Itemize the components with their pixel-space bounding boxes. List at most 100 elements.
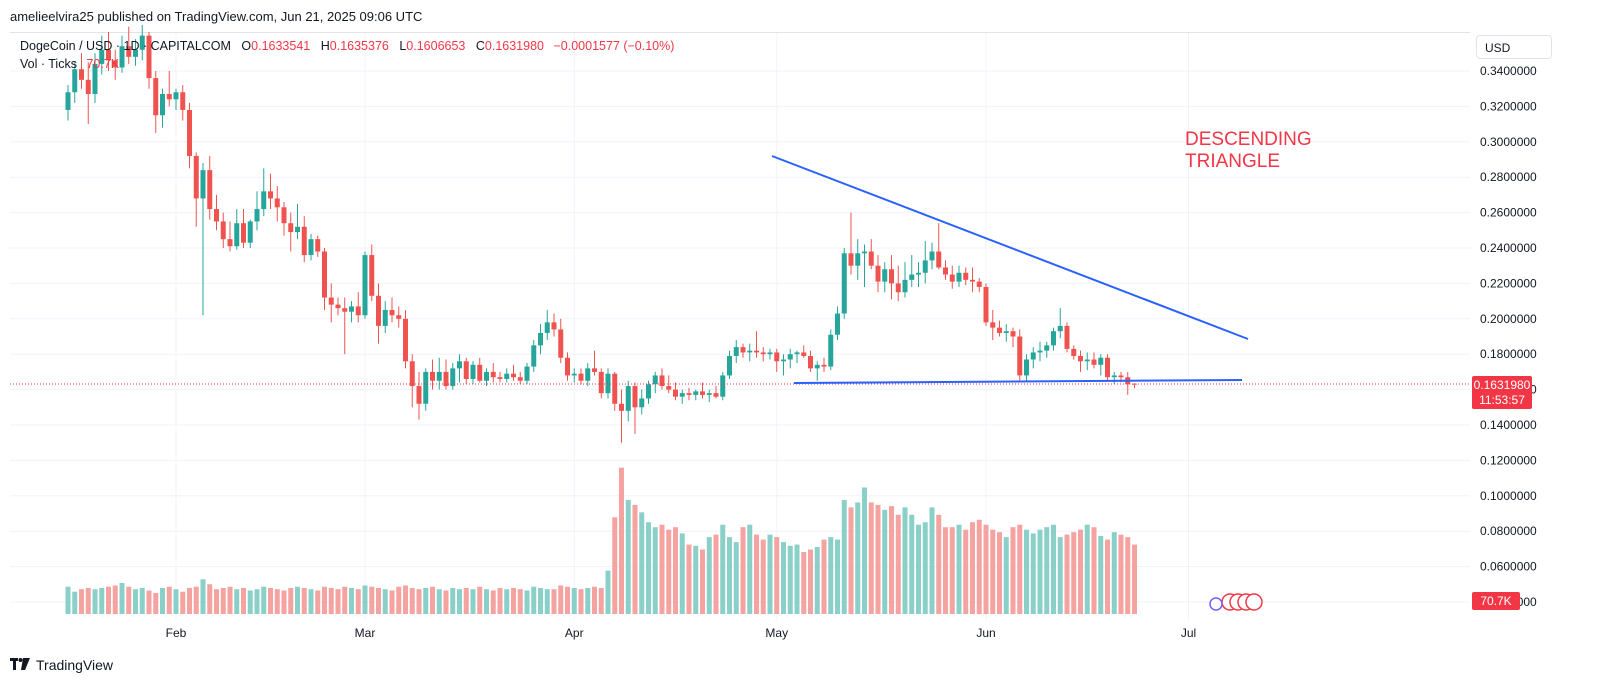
volume-bar — [983, 524, 989, 614]
volume-bar — [727, 537, 732, 614]
candle — [153, 71, 159, 133]
candle — [65, 85, 71, 121]
volume-bar — [180, 591, 186, 614]
candle — [652, 371, 658, 394]
economic-events-icon[interactable] — [1209, 593, 1263, 611]
volume-bar — [457, 589, 462, 614]
symbol-legend[interactable]: DogeCoin / USD · 1D · CAPITALCOM O0.1633… — [20, 39, 674, 53]
candle — [639, 389, 645, 415]
tradingview-logo-icon — [10, 657, 30, 673]
volume-bar — [160, 587, 165, 614]
candle — [362, 251, 368, 319]
candle — [457, 354, 462, 383]
volume-bar — [666, 529, 672, 614]
time-tick-label: Feb — [166, 626, 187, 640]
candle — [1132, 383, 1137, 389]
candle — [484, 368, 489, 387]
candle — [79, 53, 84, 89]
last-price-value: 0.1631980 — [1473, 378, 1531, 392]
candle — [396, 306, 402, 328]
candle — [754, 331, 759, 358]
candle — [551, 313, 557, 337]
volume-bar — [895, 514, 901, 614]
price-tick-label: 0.3400000 — [1480, 64, 1537, 78]
candle — [416, 371, 422, 420]
candle — [470, 361, 476, 385]
volume-bar — [497, 587, 503, 614]
volume-bar — [733, 542, 739, 614]
candle — [301, 216, 307, 263]
price-tick-label: 0.2600000 — [1480, 206, 1537, 220]
volume-bar — [409, 587, 415, 614]
volume-bar — [814, 547, 820, 614]
volume-bar — [369, 586, 375, 614]
open-label: O — [241, 39, 252, 53]
candle — [281, 201, 287, 236]
candle — [1111, 371, 1117, 385]
volume-bar — [1132, 544, 1137, 614]
volume-bar — [389, 590, 395, 614]
candle — [895, 265, 901, 302]
volume-bar — [72, 591, 78, 614]
volume-bar — [538, 587, 543, 614]
volume-bar — [301, 587, 307, 614]
volume-bar — [85, 587, 91, 614]
volume-bar — [342, 586, 348, 614]
candle — [1071, 345, 1077, 360]
volume-bar — [261, 586, 267, 614]
candle — [322, 248, 327, 310]
volume-bar — [295, 586, 300, 614]
low-value: 0.1606653 — [406, 39, 466, 53]
volume-bar — [1044, 527, 1050, 614]
candle — [72, 62, 78, 103]
candle — [112, 49, 118, 80]
candle — [335, 297, 341, 316]
volume-bar — [679, 533, 685, 614]
candle — [625, 380, 631, 422]
candle — [605, 368, 611, 399]
volume-bar — [254, 589, 260, 614]
candle — [220, 212, 226, 248]
candle — [504, 368, 510, 383]
candle — [659, 368, 665, 390]
candle — [214, 194, 219, 231]
candle — [578, 368, 584, 385]
volume-bar — [153, 592, 159, 614]
volume-bar — [592, 586, 597, 614]
candle — [632, 382, 638, 434]
volume-bar — [909, 514, 915, 614]
volume-bar — [787, 545, 793, 614]
price-axis: 0.3400000 0.3200000 0.3000000 0.2800000 0.26… — [1480, 64, 1537, 609]
upper-trendline[interactable] — [771, 155, 1249, 340]
candle — [1030, 347, 1036, 369]
tradingview-logo[interactable]: TradingView — [10, 657, 113, 673]
volume-bar — [990, 529, 996, 614]
candle — [497, 371, 503, 383]
candle — [929, 242, 935, 270]
candle — [315, 235, 321, 257]
candle — [882, 262, 888, 293]
volume-bar — [700, 549, 705, 614]
volume-bar — [173, 589, 179, 614]
candle — [949, 265, 955, 289]
candle — [1084, 352, 1090, 371]
volume-bar — [349, 587, 354, 614]
volume-bar — [835, 539, 840, 614]
currency-selector[interactable]: USD — [1476, 35, 1552, 59]
candle — [463, 357, 469, 385]
candle — [693, 389, 699, 401]
volume-bar — [241, 587, 246, 614]
volume-bar — [490, 590, 496, 614]
volume-bar — [740, 527, 746, 614]
volume-legend[interactable]: Vol · Ticks 70.7K — [20, 57, 119, 71]
candle — [592, 350, 597, 376]
support-trendline[interactable] — [793, 379, 1243, 384]
volume-bar — [1125, 537, 1131, 614]
volume-bar — [760, 539, 766, 614]
candle — [146, 32, 152, 89]
candle — [349, 301, 354, 323]
candle — [1037, 341, 1043, 362]
price-tick-label: 0.2200000 — [1480, 276, 1537, 290]
symbol-name[interactable]: DogeCoin / USD · 1D · CAPITALCOM — [20, 39, 231, 53]
volume-bar — [970, 522, 975, 614]
